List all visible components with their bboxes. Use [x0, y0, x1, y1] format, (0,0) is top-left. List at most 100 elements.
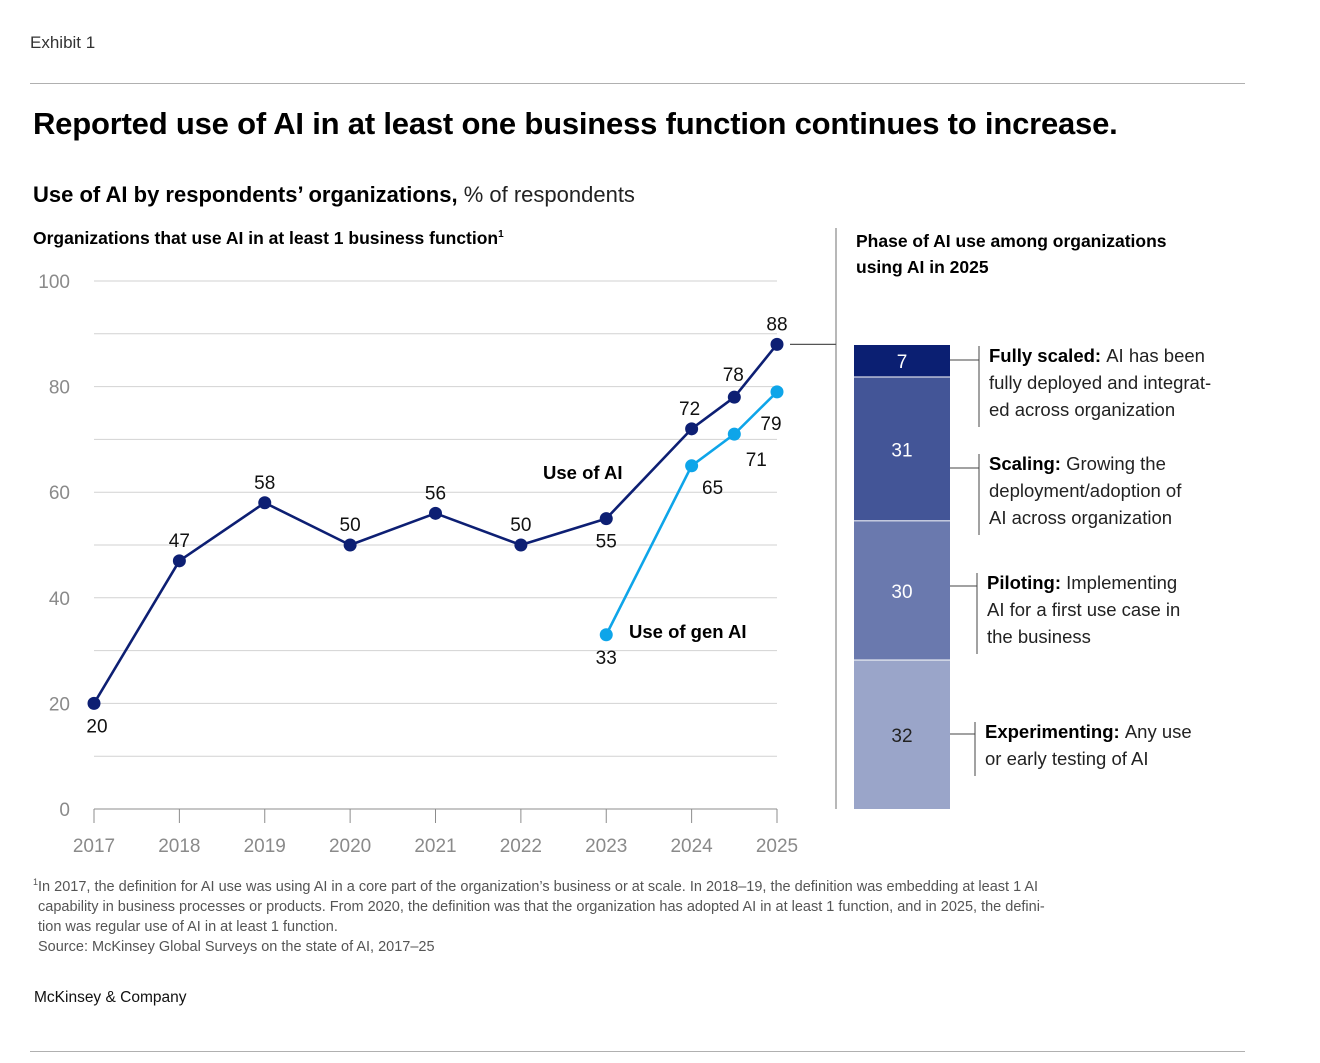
- y-tick-label: 100: [38, 272, 70, 293]
- bar-segment-label: 7: [897, 352, 908, 373]
- data-label: 33: [596, 648, 617, 669]
- series-label-use-of-ai: Use of AI: [543, 462, 623, 483]
- legend-phase-name: Fully scaled:: [989, 345, 1107, 366]
- footnote-line-2: capability in business processes or prod…: [38, 898, 1045, 915]
- footnotes: 1In 2017, the definition for AI use was …: [33, 872, 1233, 957]
- data-point: [727, 390, 741, 404]
- y-tick-label: 40: [49, 589, 70, 610]
- series: [87, 337, 784, 710]
- chart-title: Reported use of AI in at least one busin…: [33, 106, 1118, 141]
- series-line-use-of-gen-ai: [605, 390, 778, 636]
- footnote-marker: 1: [498, 229, 504, 241]
- legend-experimenting: Experimenting: Any use or early testing o…: [985, 718, 1255, 772]
- legend-line: fully deployed and integrat-: [989, 372, 1212, 393]
- legend-piloting: Piloting: Implementing AI for a first use…: [987, 569, 1257, 650]
- x-tick-label: 2017: [73, 836, 115, 857]
- data-point: [770, 385, 784, 399]
- data-point: [343, 538, 357, 552]
- data-label: 50: [510, 515, 531, 536]
- bar-segment-experimenting: [854, 660, 950, 809]
- bar-segment-label: 32: [891, 726, 912, 747]
- bar-panel-title: Phase of AI use among organizations using…: [856, 228, 1256, 280]
- data-label: 79: [760, 414, 781, 435]
- source-line: Source: McKinsey Global Surveys on the s…: [38, 938, 435, 955]
- data-point: [685, 422, 699, 436]
- line-panel-title: Organizations that use AI in at least 1 …: [33, 228, 504, 249]
- subtitle-bold: Use of AI by respondents’ organizations,: [33, 182, 458, 207]
- legend-desc: Growing the: [1066, 453, 1166, 474]
- legend-line: Piloting: Implementing: [987, 569, 1257, 596]
- data-point: [599, 628, 613, 642]
- data-point: [685, 459, 699, 473]
- legend-line: Scaling: Growing the: [989, 450, 1259, 477]
- bar-panel-title-line2: using AI in 2025: [856, 257, 989, 277]
- legend-line: Fully scaled: AI has been: [989, 342, 1259, 369]
- data-point: [514, 538, 528, 552]
- line-panel-title-text: Organizations that use AI in at least 1 …: [33, 228, 499, 248]
- legend-line: deployment/adoption of: [989, 480, 1182, 501]
- x-tick-label: 2019: [244, 836, 286, 857]
- footnote-line-1: 1In 2017, the definition for AI use was …: [33, 872, 1233, 897]
- bottom-divider: [30, 1051, 1245, 1052]
- bar-segment-fully-scaled: [854, 345, 950, 377]
- data-label: 65: [702, 478, 723, 499]
- y-tick-label: 20: [49, 694, 70, 715]
- x-tick-label: 2018: [158, 836, 200, 857]
- exhibit-label: Exhibit 1: [30, 33, 96, 52]
- x-tick-label: 2022: [500, 836, 542, 857]
- data-label: 50: [340, 515, 361, 536]
- data-point: [258, 496, 272, 510]
- top-divider: [30, 83, 1245, 84]
- gridlines: [94, 280, 777, 757]
- x-tick-label: 2021: [414, 836, 456, 857]
- bar-segment-label: 31: [891, 440, 912, 461]
- legend-line: AI for a first use case in: [987, 599, 1181, 620]
- legend-line: ed across organization: [989, 399, 1176, 420]
- legend-line: the business: [987, 626, 1091, 647]
- data-label: 58: [254, 473, 275, 494]
- data-label: 47: [169, 531, 190, 552]
- series-line-use-of-ai: [92, 343, 779, 705]
- data-label: 55: [596, 532, 617, 553]
- data-label: 88: [766, 314, 787, 335]
- x-tick-label: 2023: [585, 836, 627, 857]
- data-label: 56: [425, 483, 446, 504]
- legend-scaling: Scaling: Growing the deployment/adoption …: [989, 450, 1259, 531]
- footnote-line-1-marker: 1: [33, 877, 39, 887]
- series-label-use-of-gen-ai: Use of gen AI: [629, 621, 747, 642]
- footnote-line-3: tion was regular use of AI in at least 1…: [38, 918, 338, 935]
- data-point: [87, 696, 101, 710]
- data-labels: 20 47 58 50 56 50 55 72 78 88 33 65 71 79: [86, 314, 787, 737]
- bar-panel-title-line1: Phase of AI use among organizations: [856, 231, 1167, 251]
- subtitle-unit: % of respondents: [457, 182, 635, 207]
- data-label: 71: [746, 450, 767, 471]
- legend-phase-name: Piloting:: [987, 572, 1067, 593]
- data-point: [770, 337, 784, 351]
- brand-logo-text: McKinsey & Company: [34, 989, 187, 1006]
- legend-desc: Any use: [1124, 721, 1192, 742]
- stacked-bar: 7 31 30 32: [854, 345, 950, 809]
- x-tick-label: 2020: [329, 836, 371, 857]
- bar-segment-label: 30: [891, 582, 912, 603]
- y-axis-ticks: 0 20 40 60 80 100: [38, 272, 70, 821]
- footnote-line-1-text: In 2017, the definition for AI use was u…: [38, 878, 1039, 895]
- data-label: 20: [86, 716, 107, 737]
- x-tick-label: 2025: [756, 836, 798, 857]
- data-point: [599, 512, 613, 526]
- legend-line: AI across organization: [989, 507, 1173, 528]
- data-label: 72: [679, 399, 700, 420]
- y-tick-label: 0: [59, 800, 70, 821]
- y-tick-label: 60: [49, 483, 70, 504]
- x-axis-ticks: 2017 2018 2019 2020 2021 2022 2023 2024 2025: [73, 809, 798, 857]
- data-point: [172, 554, 186, 568]
- bar-segment-scaling: [854, 377, 950, 521]
- legend-desc: Implementing: [1066, 572, 1178, 593]
- data-point: [727, 427, 741, 441]
- legend-line: Experimenting: Any use: [985, 718, 1255, 745]
- data-point: [429, 506, 442, 520]
- connectors: [790, 228, 980, 809]
- legend-desc: AI has been: [1106, 345, 1205, 366]
- legend-phase-name: Scaling:: [989, 453, 1067, 474]
- legend-fully-scaled: Fully scaled: AI has been fully deployed …: [989, 342, 1259, 423]
